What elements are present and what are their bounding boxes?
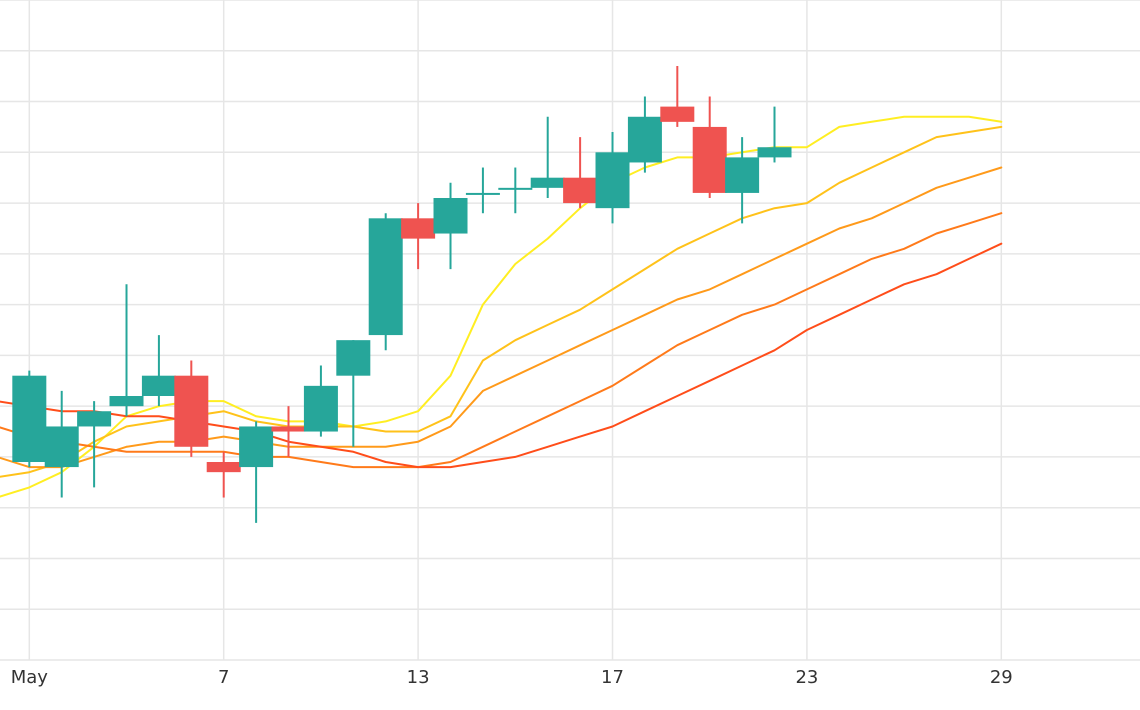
candle	[757, 106, 792, 163]
candle	[271, 406, 306, 457]
candle-body	[336, 340, 371, 376]
candle	[595, 132, 630, 224]
candle-body	[303, 385, 338, 432]
candle	[368, 213, 403, 351]
candle	[141, 335, 176, 407]
candle-body	[498, 187, 533, 190]
candle	[725, 137, 760, 224]
moving-average-line-3	[0, 166, 1003, 469]
candle	[660, 66, 695, 127]
candle	[692, 96, 727, 198]
candle-body	[725, 157, 760, 193]
candle	[336, 340, 371, 447]
candle	[465, 167, 500, 214]
candle	[239, 421, 274, 523]
x-tick-label: May	[11, 667, 49, 688]
x-tick-label: 23	[795, 667, 818, 688]
moving-average-line-1	[0, 115, 1003, 498]
candle-body	[12, 375, 47, 462]
candle-body	[433, 198, 468, 234]
candles	[12, 66, 792, 523]
candle	[498, 167, 533, 214]
candle-body	[44, 426, 79, 468]
x-tick-label: 29	[990, 667, 1013, 688]
candle-body	[77, 411, 112, 427]
x-tick-label: 17	[601, 667, 624, 688]
candle	[627, 96, 662, 173]
x-tick-label: 13	[407, 667, 430, 688]
candle	[12, 370, 47, 468]
moving-average-line-4	[0, 212, 1003, 469]
moving-average-line-5	[0, 242, 1003, 469]
candle	[433, 182, 468, 270]
moving-average-line-2	[0, 125, 1003, 478]
candle-body	[271, 426, 306, 432]
candle-body	[757, 147, 792, 158]
candle-body	[692, 126, 727, 193]
x-tick-label: 7	[218, 667, 229, 688]
candle	[563, 137, 598, 209]
grid	[0, 0, 1140, 661]
candle-body	[563, 177, 598, 204]
x-axis-ticks: May 7 13 17 23 29	[11, 667, 1013, 688]
candle	[44, 390, 79, 498]
candle	[77, 401, 112, 488]
candle-body	[627, 116, 662, 163]
candle	[303, 365, 338, 437]
candle-body	[174, 375, 209, 447]
candle	[401, 203, 436, 270]
candle-body	[465, 192, 500, 195]
candle	[109, 284, 144, 417]
candle-body	[401, 218, 436, 239]
candle	[530, 116, 565, 198]
candle-body	[368, 218, 403, 336]
candle-body	[239, 426, 274, 468]
candle	[174, 360, 209, 457]
candle-body	[595, 152, 630, 209]
candle-body	[109, 396, 144, 407]
candle-body	[206, 462, 241, 473]
candle	[206, 451, 241, 498]
moving-average-lines	[0, 115, 1003, 498]
candle-body	[141, 375, 176, 396]
candle-body	[660, 106, 695, 122]
candle-body	[530, 177, 565, 188]
